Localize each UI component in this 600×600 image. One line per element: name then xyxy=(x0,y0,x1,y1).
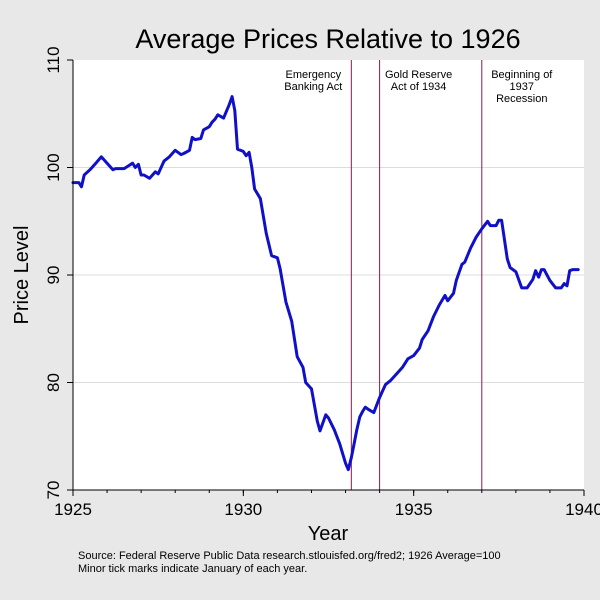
y-tick-label: 110 xyxy=(44,46,63,73)
axes xyxy=(67,59,585,496)
source-note-line2: Minor tick marks indicate January of eac… xyxy=(78,563,307,575)
x-tick-label: 1925 xyxy=(54,500,92,519)
event-annotation-text: Gold Reserve xyxy=(385,69,452,81)
event-annotation-text: Recession xyxy=(496,93,547,105)
event-annotation-text: Banking Act xyxy=(284,81,342,93)
tick-labels: 70 80 90 100 110 1925 1930 1935 1940 xyxy=(44,46,600,519)
y-tick-label: 80 xyxy=(44,373,63,392)
x-tick-label: 1935 xyxy=(395,500,433,519)
series-layer xyxy=(71,95,580,472)
x-axis-title: Year xyxy=(308,523,349,545)
chart-title: Average Prices Relative to 1926 xyxy=(135,24,520,54)
event-annotation-text: Act of 1934 xyxy=(391,81,447,93)
y-tick-label: 90 xyxy=(44,266,63,285)
x-tick-label: 1930 xyxy=(224,500,262,519)
event-annotation-text: 1937 xyxy=(510,81,534,93)
event-lines xyxy=(350,60,483,490)
source-note-line1: Source: Federal Reserve Public Data rese… xyxy=(78,550,501,562)
x-tick-label: 1940 xyxy=(565,500,600,519)
event-annotation-text: Beginning of xyxy=(491,69,553,81)
grid-lines xyxy=(73,167,584,383)
y-tick-label: 70 xyxy=(44,481,63,500)
event-annotation-text: Emergency xyxy=(286,69,342,81)
price-level-line xyxy=(71,95,580,472)
y-tick-label: 100 xyxy=(44,153,63,181)
y-axis-title: Price Level xyxy=(11,226,33,325)
